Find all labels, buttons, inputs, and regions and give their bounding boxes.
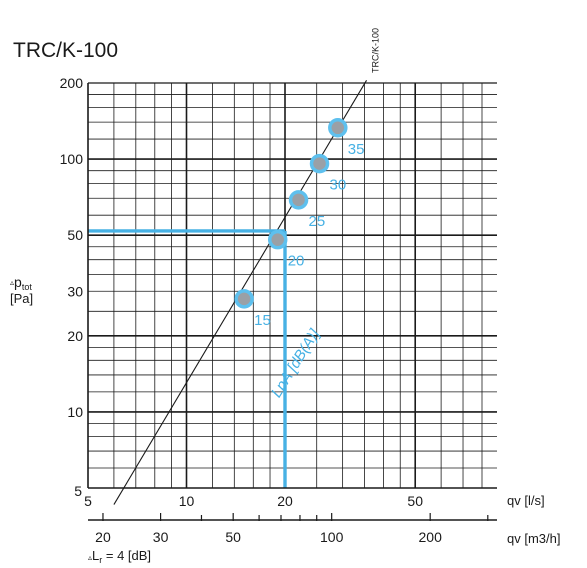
axes (87, 82, 497, 521)
y-tick-label: 50 (67, 227, 83, 243)
x-tick-label-ls: 5 (84, 493, 92, 509)
x-label-m3h: qv [m3/h] (507, 531, 560, 546)
label-part: = 4 [dB] (102, 548, 151, 563)
label-part: L (92, 548, 99, 563)
noise-marker-label: 30 (330, 177, 347, 194)
y-unit: [Pa] (10, 291, 33, 306)
noise-marker-label: 15 (254, 312, 271, 329)
label-part: r (99, 555, 102, 565)
noise-marker-label: 20 (288, 253, 305, 270)
noise-marker-label: 25 (309, 213, 326, 230)
x-tick-label-ls: 20 (277, 493, 293, 509)
y-tick-label: 5 (74, 483, 82, 499)
y-tick-label: 20 (67, 328, 83, 344)
label-part: p (14, 274, 22, 290)
noise-marker (234, 289, 254, 309)
noise-marker (328, 118, 348, 138)
x-tick-label-m3h: 50 (225, 529, 241, 545)
x-tick-label-m3h: 200 (419, 529, 443, 545)
chart-title: TRC/K-100 (13, 39, 118, 62)
label-part: ▵ (88, 553, 92, 562)
noise-marker-label: 35 (348, 141, 365, 158)
footnote: ▵Lr = 4 [dB] (88, 548, 151, 565)
grid (88, 83, 497, 488)
noise-marker (309, 153, 330, 174)
x-tick-label-m3h: 20 (95, 529, 111, 545)
y-tick-label: 30 (67, 283, 83, 299)
noise-points: 15 20 25 30 35 (234, 118, 365, 329)
fan-curve-label: TRC/K-100 (371, 28, 381, 73)
y-tick-label: 200 (60, 75, 84, 91)
label-part: ▵ (10, 278, 14, 287)
x-tick-label-ls: 50 (407, 493, 423, 509)
y-tick-label: 10 (67, 404, 83, 420)
x-tick-label-ls: 10 (179, 493, 195, 509)
x-tick-label-m3h: 30 (153, 529, 169, 545)
noise-marker (267, 229, 288, 250)
noise-marker (288, 190, 309, 210)
noise-label: LpA [dB(A)] (268, 326, 324, 401)
x-label-ls: qv [l/s] (507, 493, 545, 508)
fan-curve: TRC/K-100 (113, 28, 381, 505)
axis-labels: 5 10 20 30 50 100 200 5 10 20 50 20 30 50 100 200 qv [l/… (10, 75, 560, 565)
label-part: tot (22, 282, 33, 292)
y-label: ▵ptot (10, 274, 32, 292)
y-tick-label: 100 (60, 151, 84, 167)
x-tick-label-m3h: 100 (320, 529, 344, 545)
